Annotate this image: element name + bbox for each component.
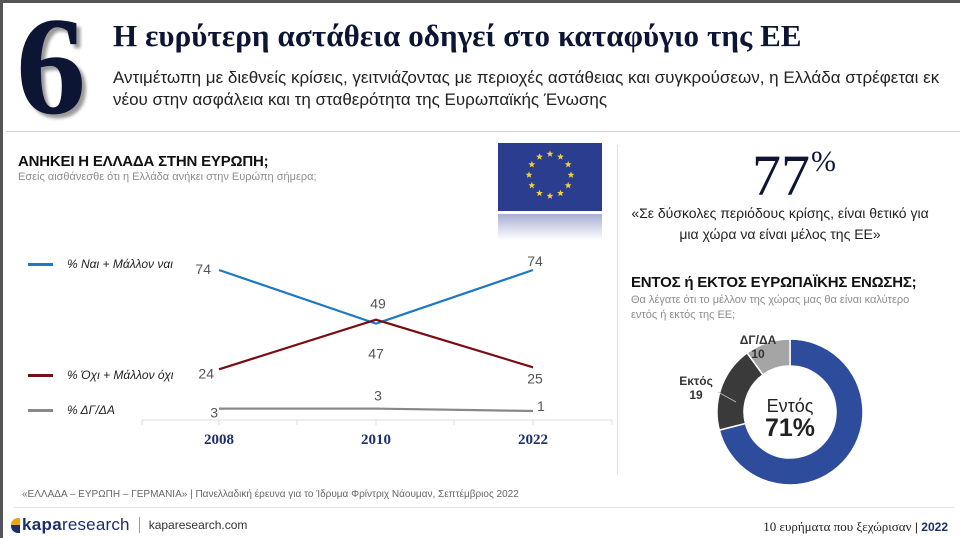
- eu-flag-image: [498, 143, 602, 211]
- data-label-no: 25: [527, 370, 543, 386]
- headline-stat-unit: %: [811, 145, 836, 178]
- series-line-no: [218, 318, 534, 371]
- flag-star: [557, 189, 564, 197]
- donut-label-out: Εκτός 19: [676, 374, 716, 402]
- footer-divider: [14, 507, 954, 508]
- data-label-yes: 47: [368, 346, 384, 362]
- source-note: «ΕΛΛΑΔΑ – ΕΥΡΩΠΗ – ΓΕΡΜΑΝΙΑ» | Πανελλαδι…: [22, 489, 519, 500]
- flag-star: [525, 171, 533, 178]
- x-tick-label: 2008: [204, 432, 234, 448]
- window-left-border: [0, 0, 3, 538]
- logo-text-bold: kapa: [22, 515, 62, 534]
- data-label-dk: 1: [537, 398, 545, 414]
- flag-star: [564, 181, 572, 189]
- donut-label-dk-value: 10: [751, 347, 765, 361]
- footer-tagline-separator: |: [914, 520, 918, 534]
- data-label-no: 49: [370, 296, 386, 312]
- column-divider: [617, 145, 618, 475]
- data-label-yes: 74: [195, 261, 211, 277]
- series-line-dk: [219, 407, 534, 413]
- headline-stat-value: 77: [752, 143, 810, 208]
- legend-label-dk: % ΔΓ/ΔΑ: [67, 403, 115, 417]
- legend-label-no: % Όχι + Μάλλον όχι: [67, 368, 174, 382]
- donut-label-out-value: 19: [689, 388, 703, 402]
- donut-leader-line: [717, 391, 737, 403]
- series-line-yes: [218, 268, 534, 325]
- page-subtitle: Αντιμέτωπη με διεθνείς κρίσεις, γειτνιάζ…: [113, 68, 940, 109]
- flag-star: [528, 181, 536, 189]
- logo-mark-icon: [11, 517, 20, 533]
- eu-flag-reflection: [498, 214, 602, 240]
- donut-label-dk-name: ΔΓ/ΔΑ: [739, 333, 777, 347]
- website-link[interactable]: kaparesearch.com: [148, 518, 248, 532]
- legend-swatch-dk: [28, 408, 53, 412]
- donut-center-value: 71%: [764, 414, 816, 442]
- page-title: Η ευρύτερη αστάθεια οδηγεί στο καταφύγιο…: [113, 18, 802, 53]
- donut-center-label: Εντός: [766, 396, 814, 416]
- donut-slice-in: [718, 338, 864, 486]
- x-tick-label: 2010: [361, 432, 391, 448]
- donut-slice-dk: [746, 338, 791, 376]
- legend-item-yes: % Ναι + Μάλλον ναι: [28, 256, 173, 272]
- donut-chart: [716, 338, 864, 486]
- footer-year: 2022: [921, 520, 948, 534]
- right-section-title: ΕΝΤΟΣ ή ΕΚΤΟΣ ΕΥΡΩΠΑΪΚΗΣ ΕΝΩΣΗΣ;: [631, 274, 917, 291]
- slide-number: 6: [16, 0, 86, 144]
- flag-star: [557, 153, 564, 160]
- donut-label-dk: ΔΓ/ΔΑ 10: [738, 333, 778, 361]
- data-label-no: 24: [198, 365, 214, 381]
- kapa-research-logo: kapa research kaparesearch.com: [11, 515, 248, 534]
- logo-separator: [138, 517, 140, 533]
- data-label-dk: 3: [374, 388, 382, 404]
- legend-item-no: % Όχι + Μάλλον όχι: [28, 367, 173, 383]
- footer-tagline-text: 10 ευρήματα που ξεχώρισαν: [763, 519, 912, 534]
- legend-item-dk: % ΔΓ/ΔΑ: [28, 402, 115, 418]
- header-divider: [6, 131, 960, 132]
- left-section-title: ΑΝΗΚΕΙ Η ΕΛΛΑΔΑ ΣΤΗΝ ΕΥΡΩΠΗ;: [18, 153, 269, 170]
- right-section-question: Θα λέγατε ότι το μέλλον της χώρας μας θα…: [631, 294, 910, 321]
- flag-star: [536, 153, 543, 160]
- donut-label-out-name: Εκτός: [679, 374, 713, 388]
- flag-star: [567, 171, 575, 178]
- logo-text-light: research: [61, 515, 130, 534]
- legend-swatch-yes: [28, 262, 53, 266]
- legend-label-yes: % Ναι + Μάλλον ναι: [67, 257, 173, 271]
- window-top-border: [0, 0, 960, 3]
- flag-star: [528, 160, 536, 168]
- left-section-question: Εσείς αισθάνεσθε ότι η Ελλάδα ανήκει στη…: [18, 171, 317, 183]
- flag-star: [546, 192, 554, 199]
- flag-star: [546, 150, 554, 157]
- headline-quote: «Σε δύσκολες περιόδους κρίσης, είναι θετ…: [631, 205, 929, 242]
- eu-flag-stars: [525, 150, 575, 199]
- line-chart: 2008 2010 2022 74 47 74 24 49 25 3 3 1: [141, 253, 613, 448]
- data-label-yes: 74: [527, 253, 543, 269]
- headline-stat: 77%: [752, 143, 836, 209]
- data-label-dk: 3: [210, 405, 218, 421]
- x-tick-label: 2022: [518, 432, 548, 448]
- flag-star: [536, 189, 543, 197]
- flag-star: [564, 160, 572, 168]
- footer-tagline: 10 ευρήματα που ξεχώρισαν | 2022: [763, 519, 948, 535]
- legend-swatch-no: [28, 373, 53, 377]
